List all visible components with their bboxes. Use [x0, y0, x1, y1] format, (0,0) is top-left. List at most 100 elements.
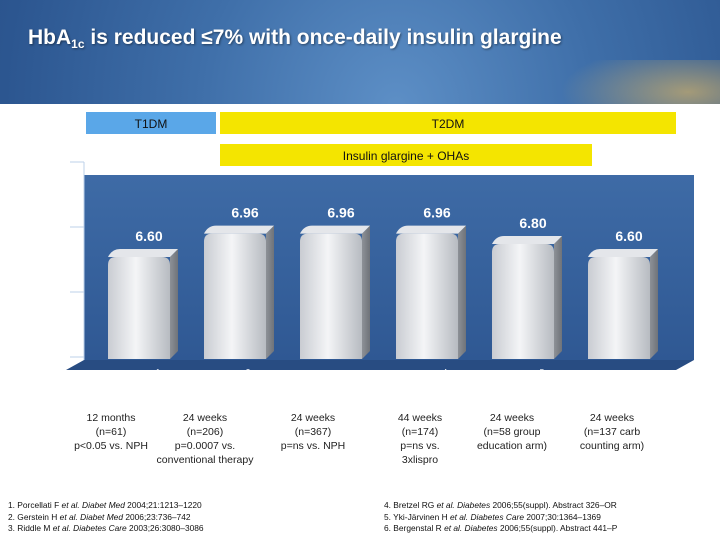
x-tick-label: CHO [590, 369, 618, 383]
bar-top [492, 236, 562, 244]
glargine-band [220, 144, 592, 166]
x-tick-label: counting [578, 384, 631, 398]
note-line: p=0.0007 vs. [174, 440, 236, 452]
study-note-2: 24 weeks (n=206) p=0.0007 vs. conventional … [150, 411, 260, 467]
x-tick-ref: 5 [540, 368, 545, 377]
bar-value-label: 6.60 [615, 228, 642, 244]
regimen-glargine-ohas: Insulin glargine + OHAs [343, 149, 469, 163]
x-tick-label: target [287, 384, 323, 398]
note-line: education arm) [476, 440, 548, 452]
reference-2: 2. Gerstein H et al. Diabet Med 2006;23:… [8, 511, 191, 522]
y-tick-label: 6 [52, 285, 59, 300]
regimen-basal-bolus-t2: Basal-Bolus [608, 148, 672, 162]
note-line: conventional therapy [156, 454, 254, 466]
bar-top [588, 249, 658, 257]
bar-side [266, 225, 274, 359]
bar-2: 6.96 [300, 205, 370, 359]
reference-6: 6. Bergenstal R et al. Diabetes 2006;55(… [384, 523, 618, 534]
bar-front [588, 257, 650, 359]
bar-top [300, 225, 370, 234]
plot-floor [66, 360, 694, 370]
title-prefix: HbA [28, 26, 72, 49]
y-axis: 5 6 7 8 [52, 155, 85, 365]
bar-value-label: 6.96 [231, 205, 258, 221]
bar-value-label: 6.96 [423, 205, 450, 221]
bar-front [108, 257, 170, 359]
bar-front [396, 233, 458, 359]
bar-front [492, 244, 554, 359]
bar-top [204, 225, 274, 234]
x-tick-label: INSIGHT [183, 369, 234, 383]
bar-3: 6.96 [396, 205, 466, 359]
y-axis-title: HbA1c (%) [21, 239, 35, 290]
note-line: p<0.05 vs. NPH [74, 440, 148, 452]
note-line: 24 weeks [290, 412, 336, 424]
x-tick-ref: 3 [342, 381, 347, 390]
note-line: (n=206) [186, 426, 224, 438]
slide-title: HbA1c is reduced ≤7% with once-daily ins… [28, 26, 562, 51]
note-line: counting arm) [579, 440, 645, 452]
note-line: 24 weeks [489, 412, 535, 424]
note-line: p=ns vs. NPH [280, 440, 346, 452]
x-tick-label: Porcellati [90, 369, 146, 383]
note-line: 3xlispro [401, 454, 439, 466]
t2dm-label: T2DM [432, 117, 465, 131]
t2dm-band [220, 112, 676, 134]
bar-5: 6.60 [588, 228, 658, 359]
title-subscript: 1c [71, 37, 85, 51]
y-tick-label: 5 [52, 350, 59, 365]
study-note-6: 24 weeks (n=137 carb counting arm) [557, 411, 667, 453]
note-line: (n=137 carb [583, 426, 641, 438]
regimen-basal-bolus-t1: Basal-Bolus [118, 149, 182, 163]
note-line: 24 weeks [182, 412, 228, 424]
x-tick-ref: 1 [156, 368, 161, 377]
bar-value-label: 6.96 [327, 205, 354, 221]
study-note-5: 24 weeks (n=58 group education arm) [457, 411, 567, 453]
x-tick-label: APOLLO [379, 369, 431, 383]
bar-side [458, 225, 466, 359]
title-suffix: is reduced ≤7% with once-daily insulin g… [84, 26, 562, 49]
note-line: 12 months [86, 412, 136, 424]
bar-side [170, 249, 178, 359]
note-line: (n=61) [95, 426, 127, 438]
bars-group: 6.60 6.96 6.96 6.96 6.80 6.60 [108, 205, 658, 359]
x-tick-ref: 6 [642, 381, 647, 390]
note-line: 24 weeks [589, 412, 635, 424]
note-line: (n=367) [294, 426, 332, 438]
bar-value-label: 6.80 [519, 215, 546, 231]
study-note-4: 44 weeks (n=174) p=ns vs. 3xlispro [365, 411, 475, 467]
bar-side [362, 225, 370, 359]
bar-value-label: 6.60 [135, 228, 162, 244]
bar-side [650, 249, 658, 359]
t1dm-band [86, 112, 216, 134]
note-line: p=ns vs. [400, 440, 440, 452]
bar-front [300, 233, 362, 359]
reference-4: 4. Bretzel RG et al. Diabetes 2006;55(su… [384, 500, 617, 510]
reference-3: 3. Riddle M et al. Diabetes Care 2003;26… [8, 523, 204, 534]
x-tick-label: Treat to [281, 369, 327, 383]
references-right: 4. Bretzel RG et al. Diabetes 2006;55(su… [384, 500, 617, 535]
note-line: 44 weeks [397, 412, 443, 424]
t1dm-label: T1DM [135, 117, 168, 131]
note-line: (n=174) [401, 426, 439, 438]
references-left: 1. Porcellati F et al. Diabet Med 2004;2… [8, 500, 204, 535]
x-tick-ref: 2 [246, 368, 251, 377]
y-tick-label: 8 [52, 155, 59, 170]
y-tick-label: 7 [52, 220, 59, 235]
bar-4: 6.80 [492, 215, 562, 359]
bar-1: 6.96 [204, 205, 274, 359]
bar-top [108, 249, 178, 257]
reference-5: 5. Yki-Järvinen H et al. Diabetes Care 2… [384, 511, 601, 522]
reference-1: 1. Porcellati F et al. Diabet Med 2004;2… [8, 500, 202, 510]
study-note-1: 12 months (n=61) p<0.05 vs. NPH [56, 411, 166, 453]
bar-0: 6.60 [108, 228, 178, 359]
bar-front [204, 233, 266, 359]
x-tick-label: INITIATE [476, 369, 527, 383]
study-note-3: 24 weeks (n=367) p=ns vs. NPH [258, 411, 368, 453]
bar-top [396, 225, 466, 234]
x-tick-ref: 4 [443, 368, 448, 377]
bar-side [554, 236, 562, 359]
note-line: (n=58 group [483, 426, 541, 438]
